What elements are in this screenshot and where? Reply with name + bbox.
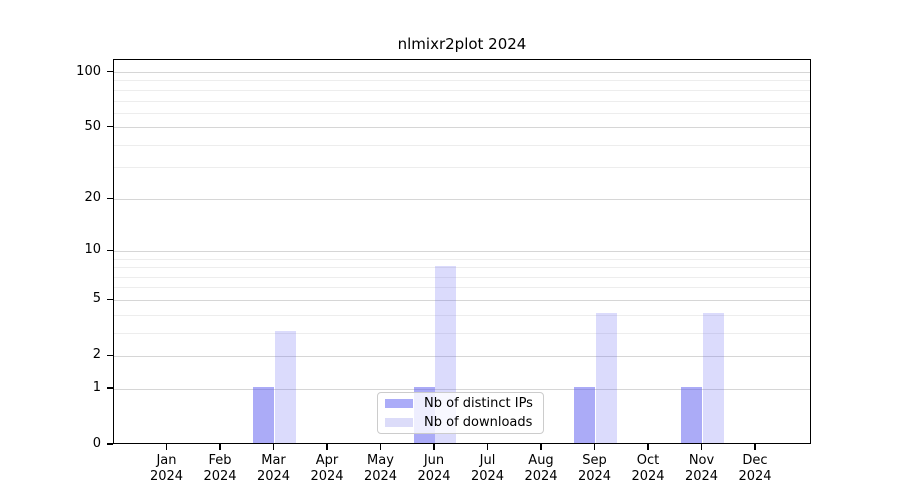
x-tick-year: 2024 — [684, 469, 719, 484]
y-tick-label: 100 — [76, 63, 101, 79]
x-tick-label-feb: Feb 2024 — [192, 453, 248, 485]
x-tick-year: 2024 — [203, 469, 237, 484]
bar-nb-of-distinct-ips-mar — [253, 387, 275, 443]
x-tick-label-aug: Aug 2024 — [513, 453, 569, 485]
x-tick — [647, 444, 649, 450]
x-tick — [219, 444, 221, 450]
major-gridline — [114, 198, 810, 200]
bar-nb-of-downloads-nov — [702, 313, 724, 443]
x-tick-year: 2024 — [577, 469, 612, 484]
x-tick-month: Aug — [528, 453, 554, 468]
minor-gridline — [114, 258, 810, 260]
x-tick-year: 2024 — [738, 469, 772, 484]
x-tick — [379, 444, 382, 450]
minor-gridline — [114, 112, 810, 114]
bar-nb-of-downloads-sep — [595, 313, 617, 443]
chart-title: nlmixr2plot 2024 — [397, 35, 527, 53]
x-tick — [165, 444, 168, 450]
y-tick — [107, 443, 113, 445]
y-tick-label: 0 — [92, 436, 101, 451]
x-tick — [326, 444, 328, 450]
x-tick-year: 2024 — [363, 469, 398, 484]
y-tick — [107, 249, 113, 252]
major-gridline — [114, 299, 810, 301]
minor-gridline — [114, 167, 810, 169]
x-tick-label-sep: Sep 2024 — [567, 453, 623, 485]
y-tick — [107, 387, 113, 389]
bar-nb-of-distinct-ips-sep — [574, 387, 596, 443]
minor-gridline — [114, 100, 810, 102]
legend-label-downloads: Nb of downloads — [424, 415, 533, 430]
major-gridline — [114, 388, 810, 390]
minor-gridline — [114, 332, 810, 334]
x-tick-month: Dec — [742, 453, 768, 468]
x-tick-year: 2024 — [524, 469, 558, 484]
y-tick-label: 1 — [92, 380, 101, 396]
x-tick-label-jun: Jun 2024 — [406, 453, 462, 485]
plot-area — [113, 59, 811, 444]
x-tick-year: 2024 — [310, 469, 344, 484]
bar-nb-of-downloads-mar — [274, 331, 296, 443]
y-tick-label: 2 — [92, 347, 101, 363]
x-tick-month: Mar — [261, 453, 286, 468]
x-tick-label-jan: Jan 2024 — [139, 453, 195, 485]
x-tick-year: 2024 — [256, 469, 291, 484]
x-tick — [754, 444, 756, 450]
x-tick-year: 2024 — [149, 469, 184, 484]
x-tick-month: Jun — [423, 453, 445, 468]
x-tick-month: Nov — [688, 453, 715, 468]
x-tick-month: Jul — [479, 453, 496, 468]
x-tick-label-dec: Dec 2024 — [727, 453, 783, 485]
x-tick — [272, 444, 275, 450]
x-tick-label-jul: Jul 2024 — [460, 453, 516, 485]
legend-item-downloads: Nb of downloads — [385, 413, 543, 432]
x-tick-year: 2024 — [470, 469, 505, 484]
major-gridline — [114, 250, 810, 252]
x-tick-month: Oct — [636, 453, 660, 468]
x-tick — [540, 444, 542, 450]
y-tick — [107, 125, 113, 128]
x-tick-label-nov: Nov 2024 — [674, 453, 730, 485]
x-tick-label-oct: Oct 2024 — [620, 453, 676, 485]
legend: Nb of distinct IPs Nb of downloads — [377, 392, 544, 434]
y-tick — [107, 70, 113, 73]
major-gridline — [114, 127, 810, 129]
legend-label-distinct-ips: Nb of distinct IPs — [424, 396, 533, 411]
legend-swatch-distinct-ips-icon — [385, 399, 413, 408]
x-tick-label-may: May 2024 — [353, 453, 409, 485]
x-tick-month: May — [367, 453, 394, 468]
y-tick — [107, 197, 113, 200]
minor-gridline — [114, 144, 810, 146]
x-tick-month: Jan — [156, 453, 177, 468]
x-tick — [700, 444, 703, 450]
x-tick-month: Sep — [582, 453, 607, 468]
x-tick — [433, 444, 435, 450]
major-gridline — [114, 355, 810, 357]
y-tick-label: 10 — [84, 242, 101, 258]
x-tick — [593, 444, 596, 450]
legend-swatch-downloads-icon — [385, 418, 413, 427]
minor-gridline — [114, 267, 810, 269]
bar-nb-of-distinct-ips-nov — [681, 387, 703, 443]
x-tick-year: 2024 — [631, 469, 665, 484]
minor-gridline — [114, 80, 810, 82]
x-tick-month: Feb — [208, 453, 232, 468]
x-tick-month: Apr — [315, 453, 339, 468]
minor-gridline — [114, 287, 810, 289]
legend-item-distinct-ips: Nb of distinct IPs — [385, 394, 543, 413]
x-tick-label-mar: Mar 2024 — [246, 453, 302, 485]
minor-gridline — [114, 89, 810, 91]
minor-gridline — [114, 276, 810, 278]
y-tick — [107, 298, 113, 301]
y-tick-label: 5 — [92, 291, 101, 307]
y-tick — [107, 354, 113, 357]
x-tick-year: 2024 — [417, 469, 451, 484]
major-gridline — [114, 72, 810, 74]
minor-gridline — [114, 314, 810, 316]
y-tick-label: 20 — [84, 190, 101, 206]
y-tick-label: 50 — [84, 118, 101, 134]
x-tick — [486, 444, 489, 450]
x-tick-label-apr: Apr 2024 — [299, 453, 355, 485]
